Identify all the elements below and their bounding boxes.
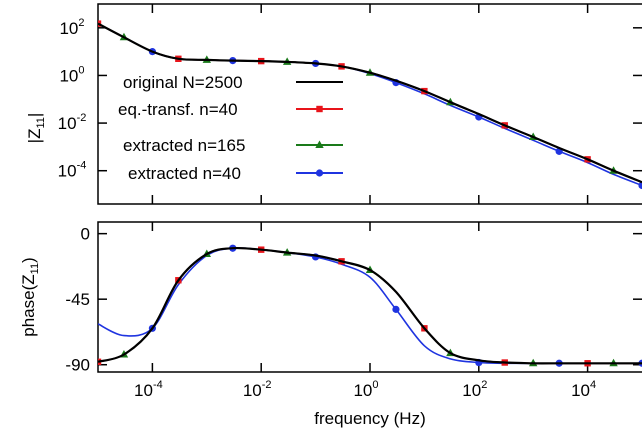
bottom-x-tick-label: 102 [462,379,487,400]
bottom-y-tick-label: 0 [81,225,90,244]
legend: original N=2500 eq.-transf. n=40 extracted… [118,73,343,183]
legend-label: extracted n=40 [128,164,241,183]
bottom-y-axis-label: phase(Z11) [19,257,41,336]
x-tick-base: 10 [353,381,372,400]
legend-marker [315,140,324,148]
bottom-y-axis-label-sub: 11 [29,263,41,274]
bottom-plot-area [98,244,642,367]
x-axis-label: frequency (Hz) [314,409,425,428]
bottom-x-tick-label: 104 [571,379,596,400]
x-tick-exp: -2 [262,379,272,391]
bottom-x-tick-label: 10-4 [134,379,163,400]
top-y-tick-label: 10-2 [58,112,87,133]
legend-label: original N=2500 [123,73,243,92]
top-panel-frame [97,3,642,205]
top-y-axis-label: |Z11| [25,113,47,144]
top-y-tick-base: 10 [58,162,77,181]
legend-marker [316,105,323,113]
top-y-tick-base: 10 [59,66,78,85]
bottom-series-line-2 [98,247,642,365]
bottom-x-tick-label: 10-2 [243,379,272,400]
x-tick-base: 10 [134,381,153,400]
top-y-tick-base: 10 [59,19,78,38]
bottom-series-line-1 [98,247,642,365]
x-tick-base: 10 [571,381,590,400]
legend-label: eq.-transf. n=40 [118,100,238,119]
x-tick-base: 10 [243,381,262,400]
x-tick-exp: 4 [590,379,596,391]
top-plot-area [98,20,642,190]
x-tick-exp: 2 [481,379,487,391]
top-y-tick-exp: -2 [77,112,87,124]
bottom-point-circle [392,305,400,313]
top-y-axis-label-end: | [25,113,44,117]
top-y-tick-exp: 0 [78,64,84,76]
bottom-y-axis-label-end: ) [19,257,38,263]
top-y-tick-label: 102 [59,17,84,38]
bottom-series-line-3 [98,247,642,365]
top-y-tick-base: 10 [58,114,77,133]
top-y-axis-label-main: |Z [25,129,44,144]
legend-marker [315,169,324,177]
top-y-axis-label-sub: 11 [35,117,47,128]
bottom-x-tick-label: 100 [353,379,378,400]
top-y-tick-exp: 2 [78,17,84,29]
legend-label: extracted n=165 [123,136,245,155]
top-y-tick-label: 10-4 [58,160,87,181]
bottom-y-axis-label-main: phase(Z [19,274,38,336]
top-series-line-0 [98,22,642,184]
top-y-tick-label: 100 [59,64,84,85]
bottom-y-tick-label: -90 [65,356,90,375]
bottom-panel-frame [97,221,642,373]
bottom-y-tick-label: -45 [65,290,90,309]
bottom-series-line-0 [98,246,642,365]
top-point-circle [638,181,642,190]
x-tick-exp: 0 [372,379,378,391]
x-tick-exp: -4 [153,379,163,391]
x-tick-base: 10 [462,381,481,400]
top-y-tick-exp: -4 [77,160,87,172]
